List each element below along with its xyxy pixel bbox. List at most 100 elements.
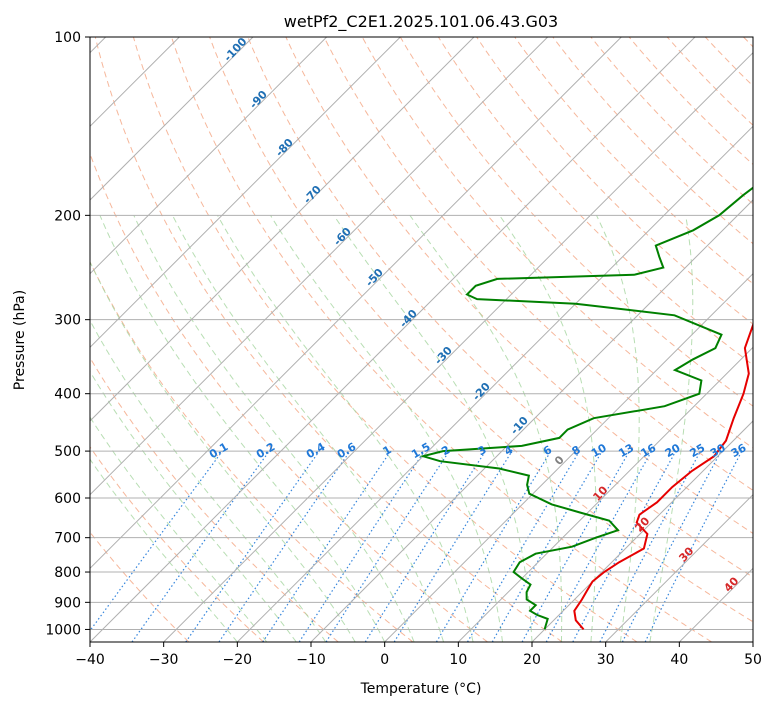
mixing-ratio-label: 4 bbox=[502, 443, 515, 458]
dry-adiabat-label: -50 bbox=[363, 266, 386, 290]
moist-adiabat-line bbox=[133, 215, 415, 642]
y-axis-title: Pressure (hPa) bbox=[12, 290, 28, 390]
dry-adiabat-line bbox=[90, 356, 339, 642]
mixing-ratio-label: 13 bbox=[616, 441, 636, 460]
mixing-ratio-line bbox=[218, 450, 351, 642]
dry-adiabat-line bbox=[209, 37, 753, 623]
dry-adiabat-line bbox=[514, 37, 753, 285]
y-tick-label: 300 bbox=[54, 313, 81, 329]
isotherm-line bbox=[90, 37, 696, 642]
dry-adiabat-line bbox=[437, 37, 753, 366]
dry-adiabat-line bbox=[285, 37, 753, 535]
dry-adiabat-line bbox=[704, 37, 753, 87]
mixing-ratio-line bbox=[131, 450, 270, 642]
grid-layer bbox=[90, 37, 753, 642]
dry-adiabat-label: -20 bbox=[470, 380, 493, 404]
x-tick-label: −20 bbox=[223, 652, 253, 668]
dry-adiabat-label: 10 bbox=[590, 483, 610, 503]
dry-adiabat-label: 30 bbox=[676, 544, 696, 564]
moist-adiabat-line bbox=[217, 215, 474, 642]
mixing-ratio-line bbox=[185, 450, 320, 642]
mixing-ratio-label: 16 bbox=[638, 441, 658, 460]
isotherm-line bbox=[236, 125, 753, 642]
moist-adiabat-line bbox=[649, 215, 694, 642]
x-tick-label: 30 bbox=[597, 652, 615, 668]
y-tick-label: 800 bbox=[54, 565, 81, 581]
dry-adiabat-line bbox=[132, 37, 638, 642]
plot-frame bbox=[89, 36, 754, 643]
profile-layer bbox=[419, 186, 753, 631]
isotherm-line bbox=[457, 346, 753, 642]
dry-adiabat-label: 0 bbox=[552, 453, 567, 468]
dry-adiabat-label: -90 bbox=[247, 88, 270, 112]
dry-adiabat-label: -70 bbox=[301, 183, 324, 207]
isotherm-line bbox=[90, 37, 401, 349]
mixing-ratio-label: 6 bbox=[541, 443, 554, 458]
moist-adiabat-line bbox=[90, 370, 297, 642]
isotherm-line bbox=[90, 37, 328, 275]
mixing-ratio-line bbox=[545, 450, 653, 642]
mixing-ratio-label: 0.1 bbox=[207, 440, 230, 461]
y-tick-label: 500 bbox=[54, 444, 81, 460]
isotherm-line bbox=[531, 420, 753, 642]
isotherm-line bbox=[90, 37, 475, 422]
moist-adiabat-line bbox=[90, 416, 268, 642]
moist-adiabat-line bbox=[99, 215, 386, 642]
x-tick-label: 0 bbox=[380, 652, 389, 668]
dry-adiabat-line bbox=[476, 37, 753, 325]
dry-adiabat-line bbox=[323, 37, 753, 491]
temperature-profile-line bbox=[573, 322, 753, 631]
mixing-ratio-label: 0.6 bbox=[335, 440, 359, 461]
moist-adiabat-line bbox=[270, 215, 503, 642]
moist-adiabat-line bbox=[172, 215, 445, 642]
mixing-ratio-line bbox=[90, 450, 223, 632]
dry-adiabat-line bbox=[90, 446, 264, 642]
x-tick-label: −30 bbox=[149, 652, 179, 668]
x-tick-label: −10 bbox=[296, 652, 326, 668]
y-tick-label: 600 bbox=[54, 491, 81, 507]
y-tick-label: 1000 bbox=[45, 622, 81, 638]
dry-adiabat-label: -30 bbox=[432, 344, 455, 368]
mixing-ratio-line bbox=[644, 450, 743, 642]
dry-adiabat-line bbox=[552, 37, 753, 245]
dry-adiabat-label: -10 bbox=[508, 414, 531, 438]
dry-adiabat-line bbox=[90, 260, 414, 642]
moist-adiabat-line bbox=[409, 215, 563, 642]
moist-adiabat-line bbox=[90, 260, 356, 642]
x-tick-label: 20 bbox=[523, 652, 541, 668]
y-tick-label: 900 bbox=[54, 595, 81, 611]
x-tick-label: −40 bbox=[75, 652, 105, 668]
mixing-ratio-line bbox=[325, 450, 450, 642]
mixing-ratio-label: 0.4 bbox=[304, 440, 328, 461]
moist-adiabat-line bbox=[596, 215, 640, 642]
dry-adiabat-line bbox=[90, 531, 190, 642]
moist-adiabat-line bbox=[90, 319, 327, 642]
x-axis-title: Temperature (°C) bbox=[360, 681, 482, 697]
dry-adiabat-label: -100 bbox=[221, 35, 250, 64]
y-tick-label: 700 bbox=[54, 531, 81, 547]
x-tick-label: 50 bbox=[744, 652, 762, 668]
mixing-ratio-line bbox=[521, 450, 631, 642]
dry-adiabat-line bbox=[90, 152, 488, 642]
dry-adiabat-label: -40 bbox=[397, 307, 420, 331]
isotherm-line bbox=[752, 641, 753, 642]
mixing-ratio-label: 36 bbox=[729, 441, 749, 460]
isotherm-line bbox=[90, 37, 622, 570]
y-tick-label: 400 bbox=[54, 387, 81, 403]
mixing-ratio-line bbox=[262, 450, 392, 642]
y-tick-label: 200 bbox=[54, 208, 81, 224]
dry-adiabat-label: -60 bbox=[331, 225, 354, 249]
dry-adiabat-line bbox=[247, 37, 753, 578]
mixing-ratio-label: 10 bbox=[589, 441, 609, 460]
isotherm-line bbox=[384, 272, 753, 642]
isotherm-line bbox=[90, 37, 549, 496]
x-tick-label: 40 bbox=[670, 652, 688, 668]
mixing-ratio-line bbox=[393, 450, 513, 642]
axis-layer: −40 −30 −20 −10 0 10 20 30 40 5010020030040050060… bbox=[45, 30, 762, 668]
dry-adiabat-label: 40 bbox=[721, 574, 741, 594]
isotherm-line bbox=[605, 493, 753, 642]
x-tick-label: 10 bbox=[449, 652, 467, 668]
dewpoint-profile-line bbox=[419, 186, 753, 630]
